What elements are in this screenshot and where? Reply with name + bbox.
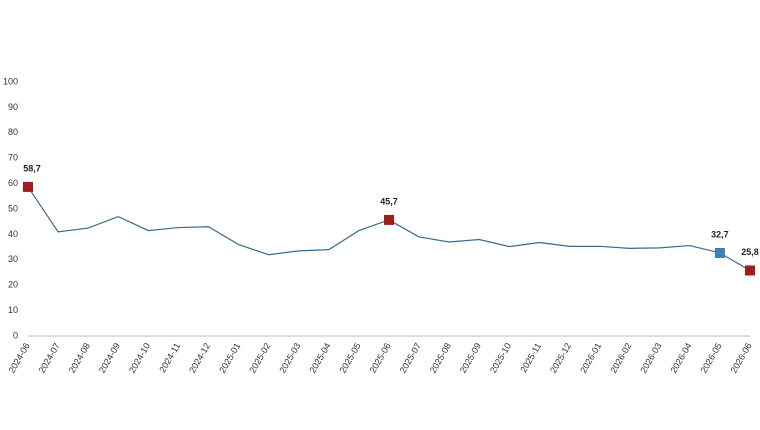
value-label: 45,7 (380, 196, 398, 206)
marker (745, 265, 755, 276)
x-tick-label: 2024-11 (157, 341, 182, 374)
marker (23, 181, 33, 192)
x-tick-label: 2024-09 (97, 341, 122, 375)
x-tick-label: 2025-02 (247, 341, 272, 375)
x-tick-label: 2024-08 (67, 341, 92, 375)
y-tick-label: 90 (8, 102, 18, 112)
y-tick-label: 0 (13, 330, 18, 340)
x-tick-label: 2025-05 (338, 341, 363, 375)
x-tick-label: 2025-01 (217, 341, 242, 375)
y-tick-label: 30 (8, 254, 18, 264)
x-tick-label: 2025-10 (488, 341, 513, 375)
x-tick-label: 2025-09 (458, 341, 483, 375)
y-tick-label: 70 (8, 153, 18, 163)
x-tick-label: 2026-01 (578, 341, 603, 375)
y-tick-label: 10 (8, 305, 18, 315)
y-tick-label: 100 (3, 76, 18, 86)
y-tick-label: 50 (8, 203, 18, 213)
x-tick-label: 2024-07 (37, 341, 62, 375)
x-tick-label: 2025-06 (368, 341, 393, 375)
value-label: 58,7 (23, 163, 41, 173)
y-tick-label: 40 (8, 229, 18, 239)
x-tick-label: 2025-07 (398, 341, 423, 375)
value-label: 25,8 (741, 247, 759, 257)
y-tick-label: 60 (8, 178, 18, 188)
marker (384, 214, 394, 225)
value-label: 32,7 (711, 229, 729, 239)
x-tick-label: 2026-04 (668, 341, 693, 375)
x-tick-label: 2026-02 (608, 341, 633, 375)
marker (714, 247, 725, 258)
x-tick-label: 2025-03 (277, 341, 302, 375)
x-tick-label: 2025-08 (428, 341, 453, 375)
y-tick-label: 80 (8, 127, 18, 137)
x-tick-label: 2024-06 (7, 341, 32, 375)
x-tick-label: 2026-03 (638, 341, 663, 375)
x-tick-label: 2025-04 (307, 341, 332, 375)
x-tick-label: 2026-06 (729, 341, 754, 375)
x-tick-label: 2025-12 (548, 341, 573, 375)
y-tick-label: 20 (8, 280, 18, 290)
x-tick-label: 2024-12 (187, 341, 212, 375)
x-tick-label: 2024-10 (127, 341, 152, 375)
x-tick-label: 2025-11 (518, 341, 543, 374)
x-tick-label: 2026-05 (699, 341, 724, 375)
